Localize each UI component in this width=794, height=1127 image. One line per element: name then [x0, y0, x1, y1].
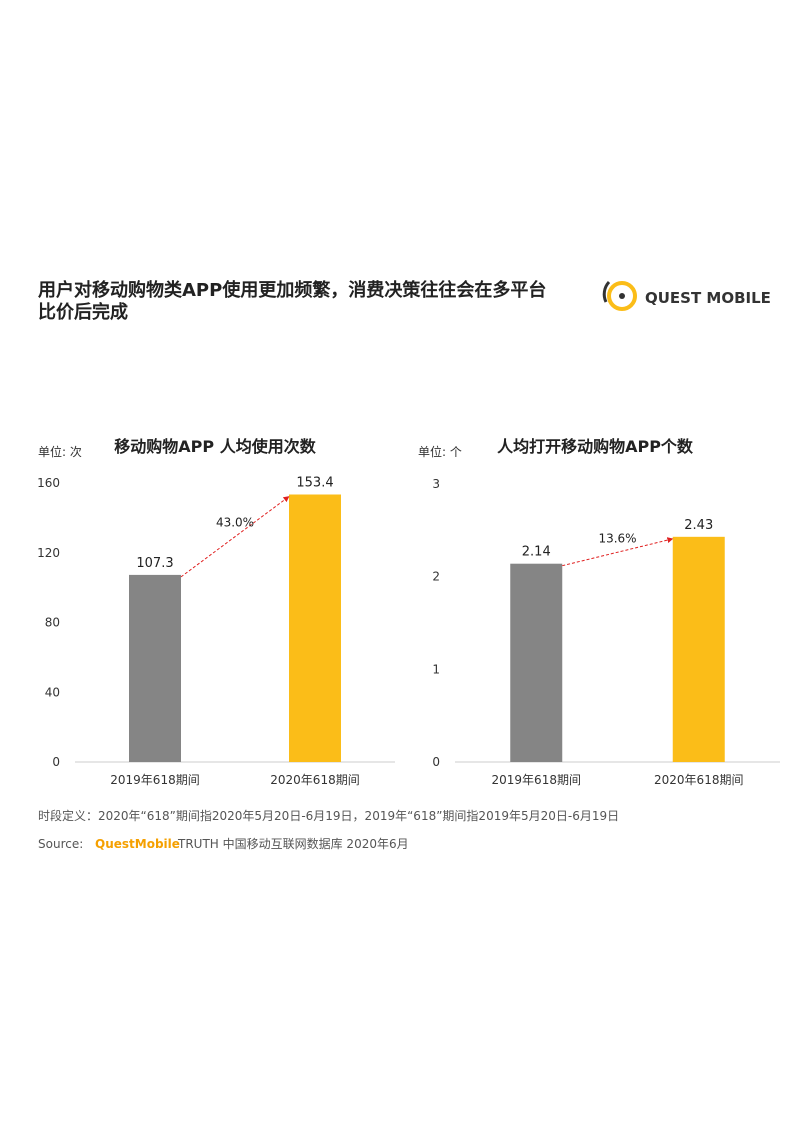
title-line: 比价后完成 [38, 301, 128, 323]
bar [672, 536, 725, 762]
growth-label: 43.0% [216, 516, 254, 530]
x-tick-label: 2019年618期间 [492, 773, 581, 787]
y-tick-label: 160 [37, 476, 60, 490]
y-tick-label: 1 [432, 662, 440, 676]
bar [510, 563, 563, 762]
bar [129, 574, 181, 762]
logo-text: QUEST MOBILE [645, 289, 771, 307]
value-label: 2.14 [522, 545, 551, 560]
y-tick-label: 120 [37, 546, 60, 560]
x-tick-label: 2020年618期间 [270, 773, 359, 787]
x-tick-label: 2019年618期间 [110, 773, 199, 787]
unit-label: 单位: 个 [418, 444, 462, 459]
growth-arrow [180, 496, 290, 578]
source-text: TRUTH 中国移动互联网数据库 2020年6月 [177, 836, 409, 851]
value-label: 2.43 [684, 518, 713, 533]
y-tick-label: 2 [432, 570, 440, 584]
x-tick-label: 2020年618期间 [654, 773, 743, 787]
unit-label: 单位: 次 [38, 444, 82, 459]
chart-title: 移动购物APP 人均使用次数 [114, 437, 316, 456]
bar [289, 494, 341, 762]
growth-label: 13.6% [598, 531, 636, 545]
y-tick-label: 0 [52, 755, 60, 769]
y-tick-label: 0 [432, 755, 440, 769]
logo-icon [602, 280, 637, 311]
source-label: Source: [38, 837, 83, 851]
y-tick-label: 40 [45, 685, 60, 699]
source-brand: QuestMobile [95, 837, 180, 851]
value-label: 107.3 [136, 556, 173, 571]
title-line: 用户对移动购物类APP使用更加频繁，消费决策往往会在多平台 [38, 279, 546, 301]
y-tick-label: 80 [45, 616, 60, 630]
growth-arrow [562, 537, 674, 567]
chart-title: 人均打开移动购物APP个数 [497, 437, 694, 456]
value-label: 153.4 [296, 476, 333, 491]
y-tick-label: 3 [432, 477, 440, 491]
definition: 时段定义：2020年“618”期间指2020年5月20日-6月19日，2019年… [38, 808, 619, 823]
